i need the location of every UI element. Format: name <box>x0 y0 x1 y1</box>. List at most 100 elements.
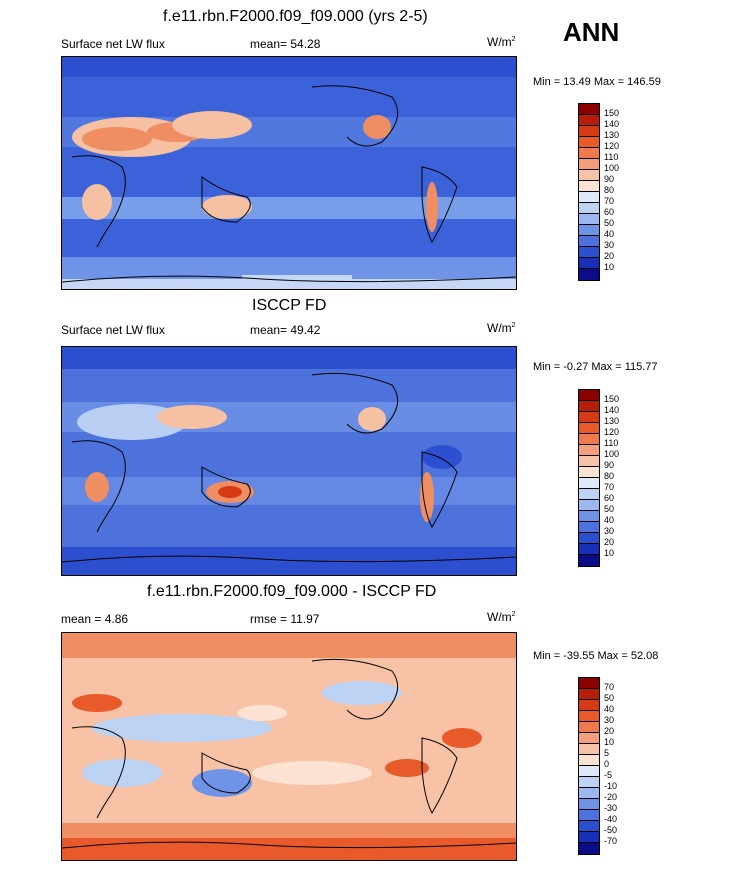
colorbar-tick-label: -5 <box>604 770 613 780</box>
colorbar-tick-label: 150 <box>604 394 620 404</box>
colorbar-swatch <box>579 148 599 159</box>
colorbar-tick-label: 80 <box>604 471 615 481</box>
colorbar-swatch <box>579 722 599 733</box>
colorbar-swatch <box>579 126 599 137</box>
panel2-left-label: Surface net LW flux <box>61 323 165 337</box>
panel3-minmax: Min = -39.55 Max = 52.08 <box>533 650 659 662</box>
colorbar-swatch <box>579 236 599 247</box>
colorbar-tick-label: 40 <box>604 229 615 239</box>
colorbar-swatch <box>579 214 599 225</box>
colorbar-swatch <box>579 700 599 711</box>
colorbar-tick-label: 110 <box>604 438 619 448</box>
colorbar-swatch <box>579 247 599 258</box>
panel3-title: f.e11.rbn.F2000.f09_f09.000 - ISCCP FD <box>147 583 437 600</box>
panel2-minmax: Min = -0.27 Max = 115.77 <box>533 361 658 373</box>
colorbar-tick-label: 60 <box>604 493 615 503</box>
panel1-title: f.e11.rbn.F2000.f09_f09.000 (yrs 2-5) <box>163 8 428 25</box>
panel3-map <box>61 632 517 861</box>
colorbar-swatch <box>579 412 599 423</box>
colorbar-tick-label: 100 <box>604 163 620 173</box>
panel1-colorbar <box>578 103 600 281</box>
colorbar-tick-label: 130 <box>604 416 620 426</box>
colorbar-swatch <box>579 733 599 744</box>
panel3-mean-label: mean = 4.86 <box>61 612 129 626</box>
panel3-rmse-label: rmse = 11.97 <box>250 612 320 626</box>
colorbar-tick-label: 0 <box>604 759 610 769</box>
colorbar-swatch <box>579 766 599 777</box>
colorbar-swatch <box>579 511 599 522</box>
colorbar-swatch <box>579 401 599 412</box>
colorbar-tick-label: 90 <box>604 174 615 184</box>
colorbar-tick-label: 130 <box>604 130 620 140</box>
colorbar-tick-label: 30 <box>604 526 615 536</box>
colorbar-tick-label: 140 <box>604 119 620 129</box>
colorbar-tick-label: 5 <box>604 748 610 758</box>
colorbar-tick-label: 10 <box>604 737 615 747</box>
colorbar-tick-label: 70 <box>604 196 615 206</box>
panel1-map <box>61 56 517 290</box>
colorbar-swatch <box>579 192 599 203</box>
colorbar-tick-label: 120 <box>604 141 620 151</box>
colorbar-tick-label: 40 <box>604 704 615 714</box>
colorbar-swatch <box>579 203 599 214</box>
colorbar-tick-label: -40 <box>604 814 618 824</box>
panel1-units: W/m2 <box>487 35 516 49</box>
colorbar-tick-label: -10 <box>604 781 618 791</box>
colorbar-swatch <box>579 689 599 700</box>
colorbar-tick-label: 50 <box>604 504 615 514</box>
colorbar-swatch <box>579 225 599 236</box>
panel1-contour-field <box>62 57 516 289</box>
colorbar-swatch <box>579 533 599 544</box>
colorbar-tick-label: 40 <box>604 515 615 525</box>
colorbar-tick-label: 90 <box>604 460 615 470</box>
colorbar-tick-label: -20 <box>604 792 618 802</box>
colorbar-swatch <box>579 445 599 456</box>
colorbar-tick-label: 120 <box>604 427 620 437</box>
colorbar-tick-label: 20 <box>604 537 615 547</box>
colorbar-swatch <box>579 170 599 181</box>
colorbar-swatch <box>579 478 599 489</box>
colorbar-swatch <box>579 744 599 755</box>
panel3-colorbar <box>578 677 600 855</box>
colorbar-swatch <box>579 434 599 445</box>
panel1-minmax: Min = 13.49 Max = 146.59 <box>533 76 661 88</box>
colorbar-swatch <box>579 777 599 788</box>
colorbar-swatch <box>579 810 599 821</box>
colorbar-tick-label: 50 <box>604 218 615 228</box>
colorbar-tick-label: 30 <box>604 715 615 725</box>
colorbar-tick-label: 100 <box>604 449 620 459</box>
colorbar-swatch <box>579 390 599 401</box>
panel2-title: ISCCP FD <box>252 297 327 314</box>
colorbar-tick-label: 60 <box>604 207 615 217</box>
colorbar-swatch <box>579 159 599 170</box>
colorbar-tick-label: 70 <box>604 682 615 692</box>
colorbar-swatch <box>579 115 599 126</box>
colorbar-tick-label: -70 <box>604 836 618 846</box>
colorbar-tick-label: 10 <box>604 548 615 558</box>
colorbar-swatch <box>579 788 599 799</box>
panel2-contour-field <box>62 347 516 575</box>
panel1-left-label: Surface net LW flux <box>61 37 165 51</box>
colorbar-tick-label: 20 <box>604 726 615 736</box>
colorbar-tick-label: 150 <box>604 108 620 118</box>
colorbar-tick-label: 20 <box>604 251 615 261</box>
colorbar-swatch <box>579 755 599 766</box>
colorbar-tick-label: -50 <box>604 825 618 835</box>
colorbar-swatch <box>579 711 599 722</box>
colorbar-swatch <box>579 456 599 467</box>
colorbar-swatch <box>579 678 599 689</box>
panel2-units: W/m2 <box>487 321 516 335</box>
colorbar-swatch <box>579 544 599 555</box>
colorbar-swatch <box>579 489 599 500</box>
colorbar-tick-label: 50 <box>604 693 615 703</box>
colorbar-swatch <box>579 522 599 533</box>
season-label: ANN <box>563 17 620 47</box>
colorbar-swatch <box>579 832 599 843</box>
colorbar-swatch <box>579 137 599 148</box>
colorbar-tick-label: 30 <box>604 240 615 250</box>
colorbar-swatch <box>579 104 599 115</box>
colorbar-tick-label: 10 <box>604 262 615 272</box>
panel2-colorbar <box>578 389 600 567</box>
colorbar-swatch <box>579 423 599 434</box>
colorbar-tick-label: 80 <box>604 185 615 195</box>
